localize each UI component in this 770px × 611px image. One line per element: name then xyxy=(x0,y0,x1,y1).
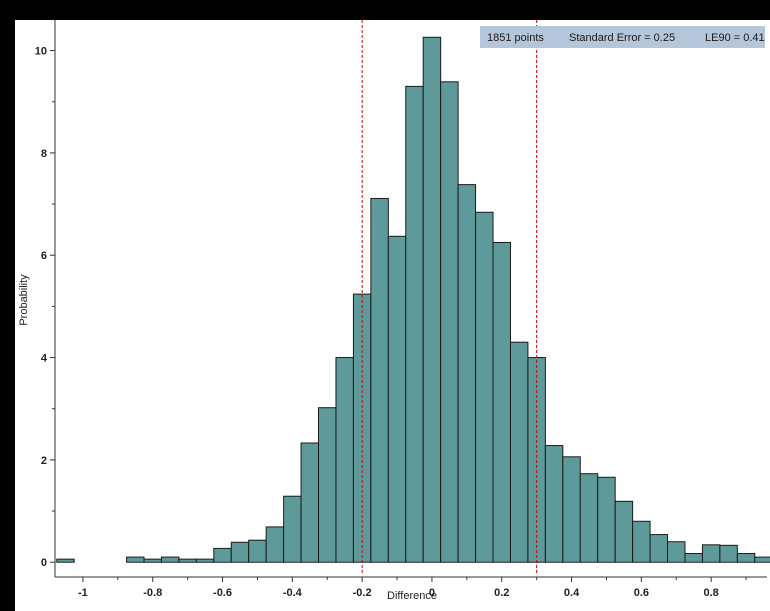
stats-legend: 1851 points Standard Error = 0.25 LE90 =… xyxy=(480,26,765,48)
histogram-bar xyxy=(649,534,669,563)
histogram-bar xyxy=(370,197,389,563)
histogram-bar xyxy=(178,558,197,563)
histogram-bar xyxy=(318,407,337,563)
x-tick-label: -0.2 xyxy=(353,587,372,599)
histogram-bar xyxy=(754,556,770,563)
reference-lines xyxy=(361,20,538,575)
histogram-bar xyxy=(422,36,442,563)
histogram-bar xyxy=(632,520,651,563)
stats-standard-error: Standard Error = 0.25 xyxy=(569,32,675,44)
histogram-bar xyxy=(701,544,721,563)
y-tick-label: 2 xyxy=(41,455,47,467)
histogram-bar xyxy=(387,235,407,563)
histogram-bar xyxy=(283,495,302,563)
histogram-bar xyxy=(213,547,232,563)
x-tick-label: -1 xyxy=(78,587,88,599)
histogram-bar xyxy=(544,445,564,563)
x-tick-label: -0.4 xyxy=(283,587,303,599)
histogram-bar xyxy=(440,81,459,563)
y-axis-ticks: 0 2 4 6 8 10 xyxy=(35,46,55,569)
histogram-bar xyxy=(579,473,599,563)
y-tick-label: 8 xyxy=(41,148,47,160)
y-tick-label: 4 xyxy=(41,353,48,365)
stats-points: 1851 points xyxy=(487,32,544,44)
x-axis-ticks: -1 -0.8 -0.6 -0.4 -0.2 0 0.2 0.4 0.6 0.8 xyxy=(78,577,747,599)
histogram-bar xyxy=(405,85,424,563)
x-tick-label: 0.2 xyxy=(494,587,509,599)
histogram-bar xyxy=(195,558,215,563)
y-tick-label: 0 xyxy=(41,557,47,569)
y-axis-title: Probability xyxy=(18,274,30,326)
histogram-bar xyxy=(335,357,354,563)
histogram-bar xyxy=(719,544,738,563)
histogram-bar xyxy=(457,184,477,563)
y-tick-label: 10 xyxy=(35,46,47,58)
histogram-bars xyxy=(56,36,770,563)
x-tick-label: -0.6 xyxy=(213,587,232,599)
x-tick-label: 0.6 xyxy=(634,587,649,599)
histogram-bar xyxy=(509,341,529,563)
histogram-bar xyxy=(562,456,581,563)
chart-frame: 0 2 4 6 8 10 -1 -0.8 -0.6 -0.4 -0.2 0 0.2 0.4 0.6 0.8 … xyxy=(15,20,770,611)
stats-background xyxy=(480,26,765,48)
histogram-bar xyxy=(230,541,250,563)
x-tick-label: 0.4 xyxy=(564,587,580,599)
histogram-bar xyxy=(736,553,756,563)
histogram-bar xyxy=(143,558,162,563)
x-axis-title: Difference xyxy=(387,590,437,602)
histogram-bar xyxy=(475,211,494,563)
histogram-bar xyxy=(160,556,180,563)
histogram-bar xyxy=(684,553,703,563)
histogram-bar xyxy=(614,500,634,563)
y-tick-label: 6 xyxy=(41,250,47,262)
histogram-bar xyxy=(492,241,511,563)
stats-le90: LE90 = 0.41 xyxy=(705,32,765,44)
histogram-bar xyxy=(597,476,616,563)
histogram-bar xyxy=(248,539,267,563)
x-tick-label: -0.8 xyxy=(143,587,162,599)
histogram-bar xyxy=(265,526,285,563)
x-tick-label: 0 xyxy=(429,587,435,599)
histogram-bar xyxy=(300,442,320,563)
histogram-bar xyxy=(667,541,686,563)
histogram-bar xyxy=(56,558,75,563)
axes xyxy=(54,20,767,578)
x-tick-label: 0.8 xyxy=(704,587,719,599)
histogram-bar xyxy=(126,556,145,563)
